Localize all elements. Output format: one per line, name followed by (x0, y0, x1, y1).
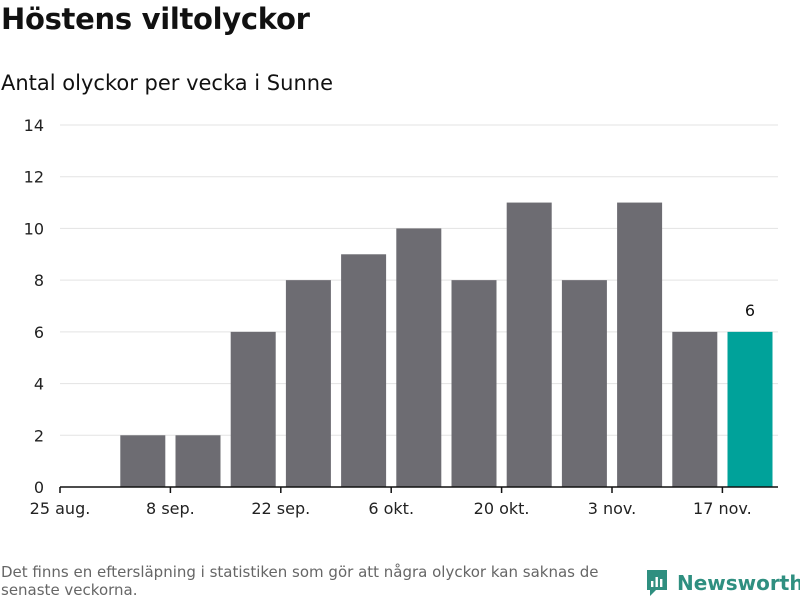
bar (120, 435, 166, 487)
y-tick-label: 6 (34, 323, 44, 342)
bar (451, 280, 497, 487)
newsworthy-logo: Newsworthy (645, 568, 800, 598)
footnote: Det finns en eftersläpning i statistiken… (1, 563, 599, 599)
x-tick-label: 22 sep. (251, 499, 310, 518)
y-tick-label: 10 (24, 219, 44, 238)
bar (175, 435, 221, 487)
x-tick-label: 8 sep. (146, 499, 195, 518)
bar (617, 202, 663, 488)
chart-title: Höstens viltolyckor (1, 2, 310, 36)
bar (672, 331, 718, 487)
bar (506, 202, 552, 488)
chart-subtitle: Antal olyckor per vecka i Sunne (1, 71, 333, 95)
bar (285, 280, 331, 487)
x-tick-label: 6 okt. (368, 499, 414, 518)
x-tick-label: 25 aug. (30, 499, 91, 518)
data-label: 6 (745, 301, 755, 320)
y-tick-label: 14 (24, 116, 44, 135)
bar (561, 280, 607, 487)
bar (727, 331, 773, 487)
logo-text: Newsworthy (677, 571, 800, 595)
y-tick-label: 12 (24, 168, 44, 187)
x-tick-label: 20 okt. (474, 499, 530, 518)
newsworthy-logo-icon (647, 570, 667, 596)
bar (341, 254, 387, 487)
y-tick-label: 0 (34, 478, 44, 497)
y-tick-label: 4 (34, 375, 44, 394)
bar (396, 228, 442, 487)
y-tick-label: 2 (34, 426, 44, 445)
y-tick-label: 8 (34, 271, 44, 290)
x-tick-label: 3 nov. (588, 499, 637, 518)
x-tick-label: 17 nov. (693, 499, 752, 518)
bar (230, 331, 276, 487)
